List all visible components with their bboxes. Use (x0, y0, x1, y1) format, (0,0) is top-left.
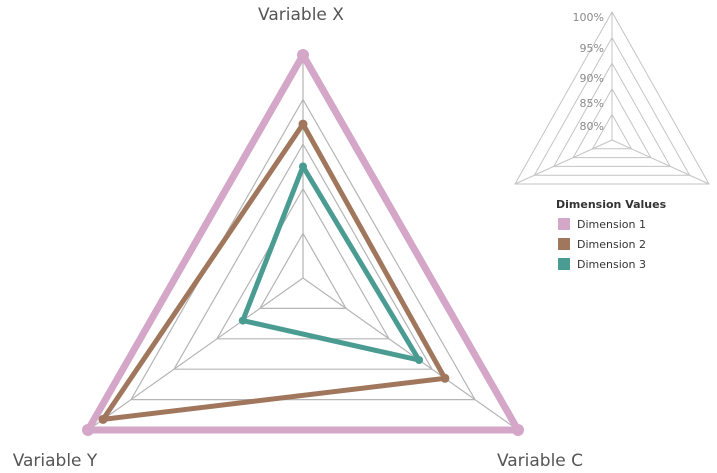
legend-item-dimension-1[interactable]: Dimension 1 (558, 218, 646, 231)
point-dimension-3-variable-y[interactable] (238, 316, 247, 325)
scale-ring-2 (572, 87, 652, 159)
point-dimension-1-variable-x[interactable] (297, 49, 309, 61)
point-dimension-2-variable-y[interactable] (98, 414, 108, 424)
legend-label-dimension-2: Dimension 2 (577, 238, 646, 251)
axis-labels: Variable X Variable C Variable Y (13, 5, 583, 471)
point-dimension-3-variable-x[interactable] (299, 162, 307, 171)
scale-ring-3 (552, 62, 672, 167)
legend-swatch-dimension-1 (558, 218, 570, 230)
legend-item-dimension-2[interactable]: Dimension 2 (558, 238, 646, 251)
legend-item-dimension-3[interactable]: Dimension 3 (558, 258, 646, 271)
series-dimension-1[interactable] (84, 51, 522, 434)
scale-spoke-3 (514, 139, 613, 185)
point-dimension-1-variable-c[interactable] (512, 424, 524, 436)
grid-ring-2 (215, 187, 391, 340)
scale-key-grid (514, 10, 710, 185)
series-dimension-3[interactable] (240, 164, 422, 363)
radar-grid (86, 53, 520, 431)
scale-ring-1 (591, 113, 633, 150)
grid-ring-3 (172, 142, 434, 370)
legend-label-dimension-3: Dimension 3 (577, 258, 646, 271)
legend-swatch-dimension-2 (558, 238, 570, 250)
scale-label-85: 85% (580, 97, 604, 110)
scale-label-90: 90% (580, 72, 604, 85)
radar-series (82, 49, 524, 436)
axis-label-variable-x: Variable X (258, 5, 344, 25)
grid-ring-1 (258, 232, 348, 309)
point-dimension-1-variable-y[interactable] (82, 424, 94, 436)
point-dimension-2-variable-c[interactable] (440, 373, 450, 383)
legend-label-dimension-1: Dimension 1 (577, 218, 646, 231)
point-dimension-2-variable-x[interactable] (298, 119, 308, 129)
point-dimension-3-variable-c[interactable] (415, 356, 424, 365)
spoke-variable-c (302, 277, 519, 431)
scale-spoke-2 (611, 139, 710, 185)
scale-label-95: 95% (580, 42, 604, 55)
scale-ring-5 (514, 10, 710, 185)
legend-title: Dimension Values (556, 198, 667, 211)
legend-swatch-dimension-3 (558, 258, 570, 270)
spoke-variable-y (87, 277, 304, 431)
legend: Dimension Values Dimension 1 Dimension 2… (556, 198, 667, 271)
scale-label-80: 80% (580, 120, 604, 133)
scale-label-100: 100% (573, 11, 604, 24)
scale-ring-4 (533, 36, 691, 176)
series-dimension-2[interactable] (100, 121, 448, 422)
axis-label-variable-y: Variable Y (13, 451, 98, 471)
axis-label-variable-c: Variable C (497, 451, 583, 471)
scale-key: 100% 95% 90% 85% 80% (514, 10, 710, 185)
